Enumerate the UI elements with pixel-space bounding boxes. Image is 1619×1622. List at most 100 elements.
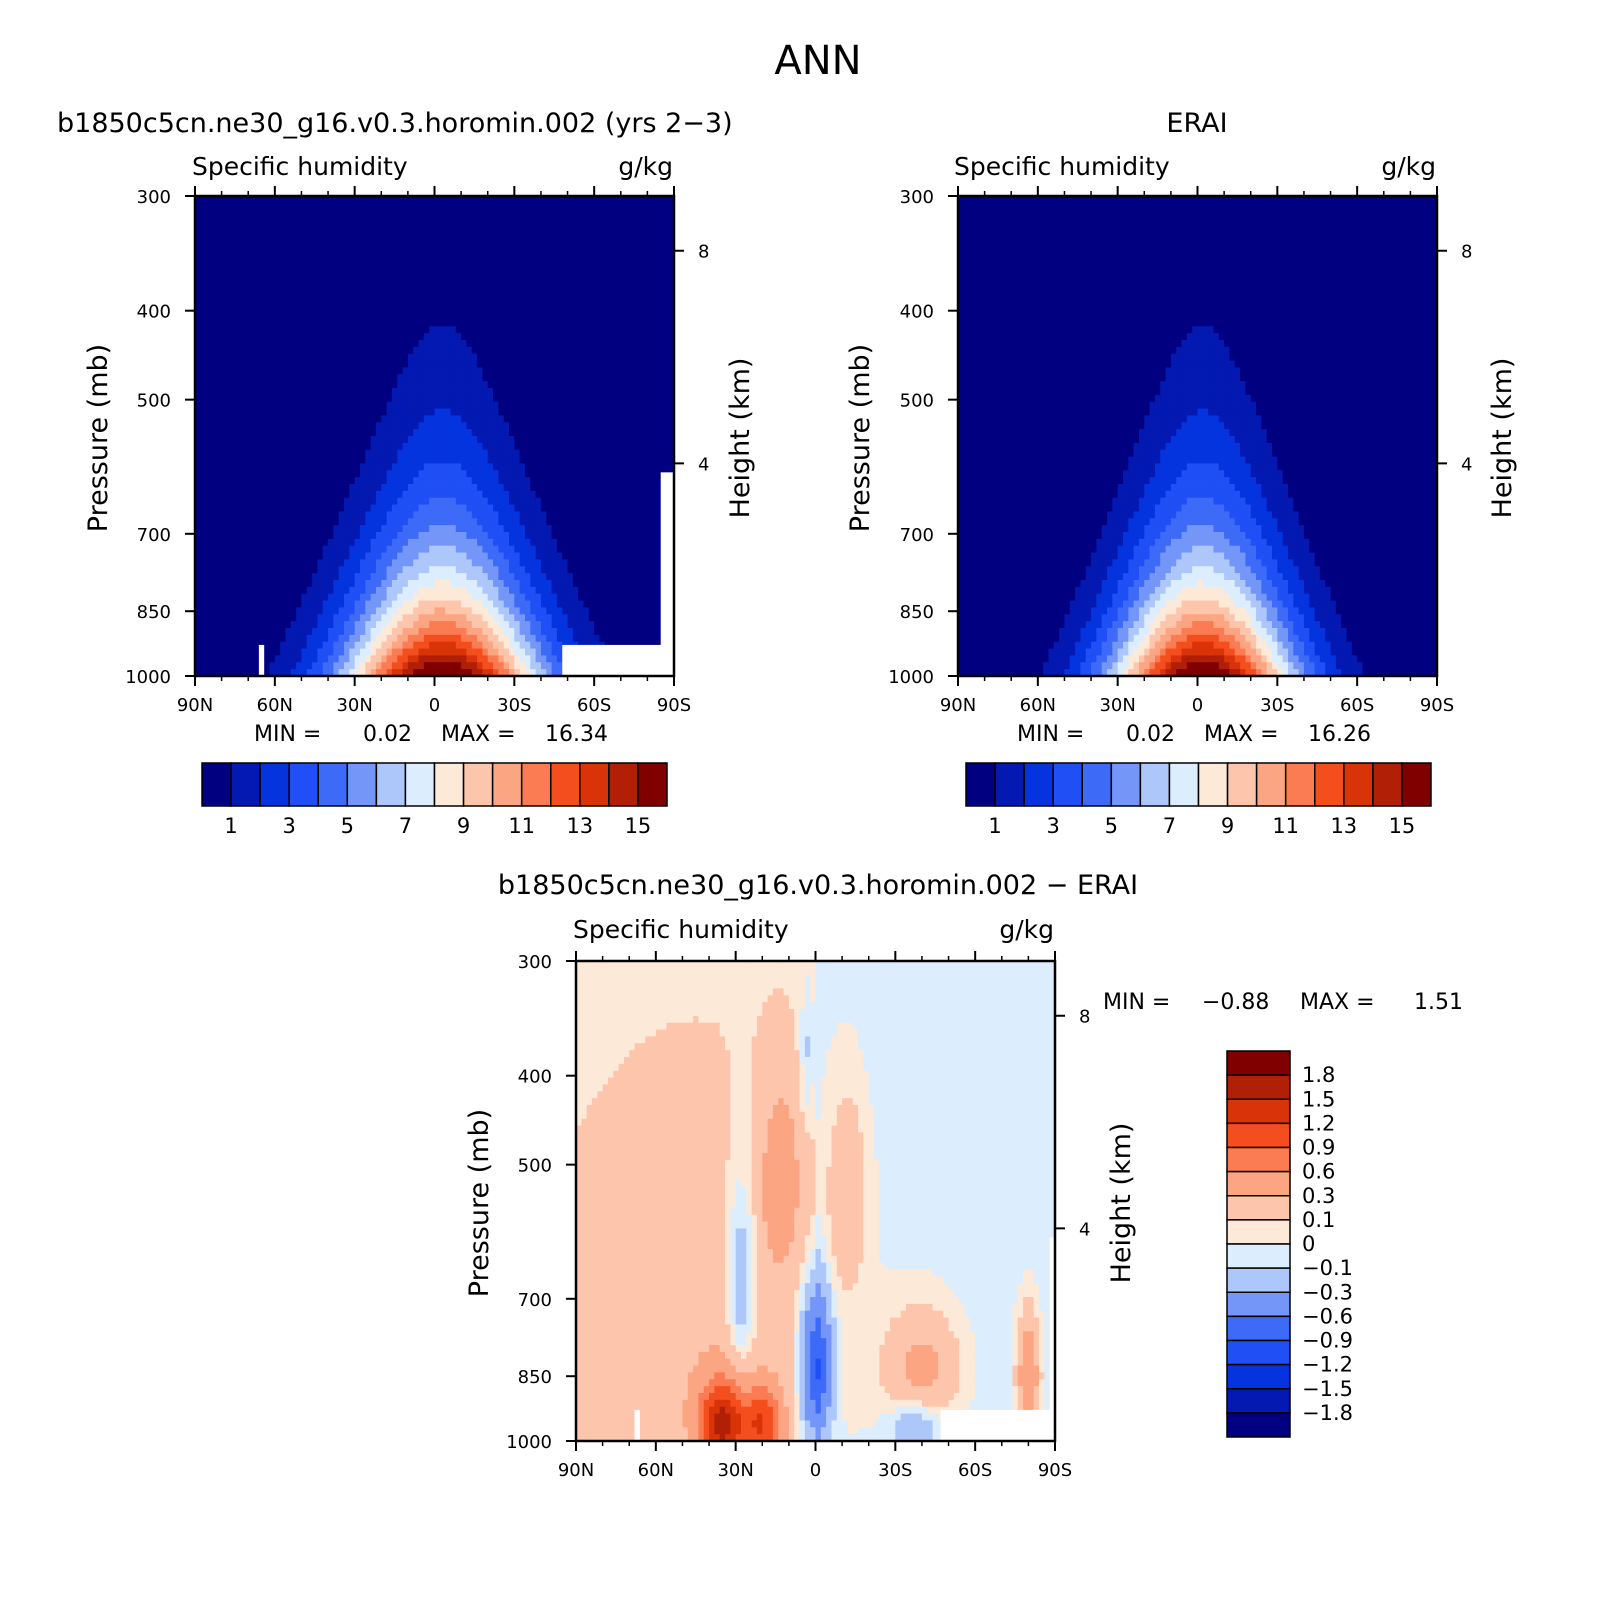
field-cell (599, 360, 606, 369)
field-cell (461, 436, 468, 444)
field-cell (210, 490, 217, 499)
field-cell (546, 230, 553, 238)
field-cell (402, 552, 409, 561)
field-cell (493, 230, 499, 238)
field-cell (615, 490, 622, 499)
field-cell (466, 566, 473, 574)
field-cell (647, 230, 654, 238)
field-cell (514, 271, 521, 279)
field-cell (280, 484, 287, 492)
field-cell (344, 230, 350, 238)
field-cell (226, 518, 233, 526)
field-cell (359, 333, 366, 341)
field-cell (205, 223, 212, 231)
field-cell (540, 545, 547, 554)
field-cell (556, 285, 563, 293)
field-cell (546, 333, 553, 341)
field-cell (258, 470, 265, 478)
field-cell (253, 237, 260, 245)
field-cell (195, 497, 201, 506)
field-cell (556, 401, 563, 410)
field-cell (556, 257, 563, 266)
field-cell (242, 374, 249, 382)
field-cell (668, 415, 674, 423)
field-cell (487, 442, 494, 451)
field-cell (344, 305, 350, 314)
field-cell (498, 463, 505, 471)
field-cell (365, 346, 372, 355)
field-cell (429, 353, 436, 362)
field-cell (195, 477, 201, 485)
field-cell (482, 415, 489, 423)
field-cell (461, 298, 468, 307)
field-cell (514, 442, 521, 451)
field-cell (519, 490, 526, 499)
field-cell (572, 525, 579, 533)
field-cell (668, 264, 674, 273)
field-cell (652, 360, 659, 369)
field-cell (599, 477, 606, 485)
field-cell (269, 271, 276, 279)
field-cell (519, 230, 526, 238)
field-cell (354, 271, 361, 279)
field-cell (195, 312, 201, 321)
field-cell (216, 559, 223, 567)
field-cell (567, 257, 574, 266)
field-cell (530, 394, 537, 403)
field-cell (615, 278, 622, 286)
field-cell (391, 388, 398, 396)
field-cell (365, 367, 372, 375)
field-cell (221, 257, 228, 266)
field-cell (344, 381, 350, 389)
field-cell (407, 340, 414, 348)
field-cell (338, 394, 345, 403)
field-cell (397, 209, 404, 218)
field-cell (328, 244, 334, 252)
field-cell (599, 545, 606, 554)
field-cell (386, 250, 393, 259)
field-cell (370, 442, 377, 451)
field-cell (562, 305, 569, 314)
field-cell (514, 545, 521, 554)
field-cell (280, 237, 287, 245)
field-cell (482, 449, 489, 458)
field-cell (381, 497, 388, 506)
field-cell (226, 305, 233, 314)
field-cell (200, 525, 207, 533)
field-cell (540, 202, 547, 211)
field-cell (466, 381, 473, 389)
field-cell (391, 484, 398, 492)
field-cell (322, 559, 329, 567)
field-cell (381, 415, 388, 423)
field-cell (642, 559, 648, 567)
field-cell (226, 353, 233, 362)
field-cell (301, 442, 308, 451)
field-cell (269, 408, 276, 417)
field-cell (647, 449, 654, 458)
field-cell (663, 394, 670, 403)
field-cell (242, 525, 249, 533)
field-cell (636, 497, 643, 506)
field-cell (333, 202, 340, 211)
field-cell (359, 264, 366, 273)
field-cell (610, 326, 617, 334)
field-cell (594, 264, 601, 273)
field-cell (195, 436, 201, 444)
field-cell (195, 545, 201, 554)
field-cell (503, 532, 510, 540)
field-cell (445, 504, 452, 513)
field-cell (226, 449, 233, 458)
field-cell (221, 456, 228, 465)
field-cell (556, 216, 563, 225)
field-cell (572, 305, 579, 314)
field-cell (567, 518, 574, 526)
field-cell (402, 346, 409, 355)
field-cell (487, 264, 494, 273)
field-cell (439, 230, 446, 238)
field-cell (280, 525, 287, 533)
field-cell (636, 415, 643, 423)
field-cell (397, 429, 404, 437)
field-cell (274, 353, 281, 362)
field-cell (546, 429, 553, 437)
field-cell (658, 244, 664, 252)
